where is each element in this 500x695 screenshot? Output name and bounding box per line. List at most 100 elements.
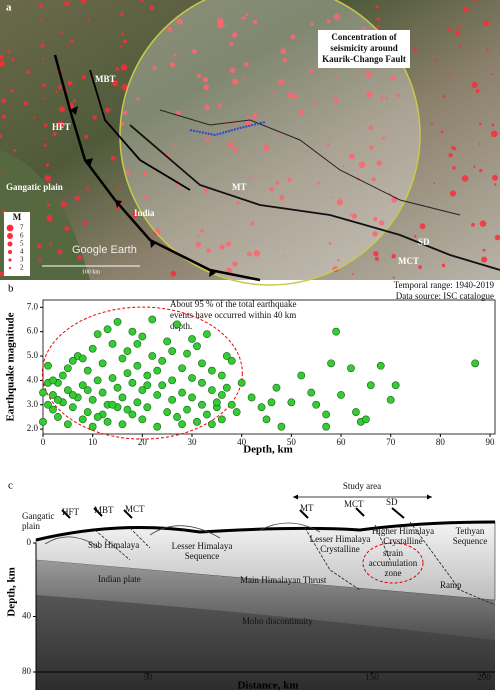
point [54,395,62,404]
seismic-dot [372,231,378,237]
point [133,398,142,407]
label: Ramp [440,580,462,590]
seismic-dot [0,172,3,175]
x-tick-label: 0 [41,437,46,447]
label: SD [386,497,398,507]
annotation: depth. [170,321,192,331]
note: Data source: ISC catalogue [396,291,494,301]
seismic-dot [120,64,128,71]
point [148,315,157,324]
point [148,352,157,360]
point [307,388,316,397]
point [188,374,196,382]
point [391,381,400,390]
point [83,408,92,416]
seismic-dot [362,26,367,31]
seismic-dot [121,84,129,91]
x-tick-label: 50 [287,437,297,447]
seismic-dot [442,95,446,98]
seismic-dot [369,145,374,150]
credit: Google Earth [72,244,137,256]
point [163,337,172,346]
seismic-dot [23,101,28,106]
seismic-dot [483,20,490,27]
seismic-dot [282,57,288,63]
seismic-dot [196,73,202,79]
seismic-dot [375,5,379,9]
fault-line [89,69,191,191]
fault-label: HFT [52,122,71,132]
seismic-dot [110,155,116,161]
y-tick-label: 5.0 [27,350,39,360]
point [118,393,127,402]
seismic-dot [242,77,245,80]
seismic-dot [199,228,204,233]
x-axis-label: Distance, km [237,680,298,692]
point [49,376,57,385]
point [93,330,102,339]
point [207,366,216,375]
fault-label: SD [418,237,430,247]
x-tick-label: 90 [486,437,496,447]
point [178,420,186,429]
y-tick-label: 2.0 [27,423,39,433]
seismic-dot [11,58,15,62]
point [54,413,62,421]
point [312,400,321,409]
point [128,410,137,419]
point [78,415,87,424]
seismic-dot [36,243,42,249]
seismic-dot [216,17,224,25]
seismic-dot [441,263,446,268]
point [227,400,236,409]
seismic-dot [448,27,452,32]
seismic-dot [86,187,90,191]
seismic-dot [57,249,63,255]
seismic-dot [252,19,258,25]
point [128,378,137,387]
point [183,349,191,358]
seismic-dot [226,141,234,148]
seismic-dot [164,6,167,9]
seismic-dot [45,137,48,140]
seismic-dot [368,125,374,130]
point [88,395,97,404]
seismic-dot [348,153,355,160]
seismic-dot [269,187,274,192]
seismic-dot [80,0,87,4]
fault-label: MCT [398,256,419,266]
seismic-dot [0,271,5,277]
point [178,364,186,373]
seismic-dot [481,256,488,263]
seismic-dot [339,197,342,199]
point [143,403,152,412]
seismic-dot [64,0,70,7]
seismic-dot [149,5,155,11]
seismic-dot [120,12,124,16]
point [366,381,375,390]
legend-label: 3 [20,256,24,264]
seismic-dot [43,97,46,100]
point [198,378,206,387]
callout-line: Kaurik-Chango Fault [322,54,406,64]
seismic-dot [142,171,148,176]
seismic-dot [494,234,500,241]
seismicity-circle [119,0,421,286]
seismic-dot [176,18,183,25]
seismic-dot [173,53,177,57]
seismic-dot [87,18,90,21]
seismic-dot [298,109,305,116]
point [158,357,167,365]
seismic-dot [471,222,475,227]
seismic-dot [479,122,482,126]
label: MCT [344,499,364,509]
seismic-dot [203,84,210,91]
point [123,347,132,356]
seismic-dot [153,171,156,174]
x-tick-label: 200 [477,672,491,682]
seismic-dot [43,123,48,128]
seismic-dot [286,92,293,99]
seismic-dot [252,112,258,119]
seismic-dot [60,200,67,207]
